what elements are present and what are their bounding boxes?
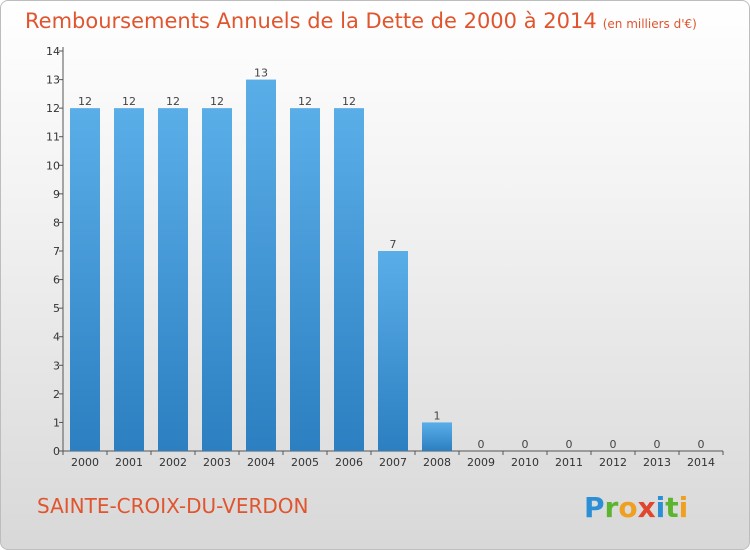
y-tick-label: 14 (46, 45, 60, 58)
y-tick-label: 13 (46, 74, 60, 87)
x-tick-label: 2009 (467, 456, 495, 469)
bar (290, 108, 320, 452)
bar (202, 108, 232, 452)
x-tick-label: 2010 (511, 456, 539, 469)
y-tick-label: 6 (53, 274, 60, 287)
x-tick-label: 2004 (247, 456, 275, 469)
proxiti-logo: Proxiti (584, 491, 688, 524)
x-tick-label: 2011 (555, 456, 583, 469)
y-tick-label: 11 (46, 131, 60, 144)
bar (158, 108, 188, 452)
data-label: 7 (390, 238, 397, 251)
x-tick-label: 2001 (115, 456, 143, 469)
data-label: 12 (298, 95, 312, 108)
bar (70, 108, 100, 452)
x-tick-label: 2002 (159, 456, 187, 469)
y-tick-label: 1 (53, 416, 60, 429)
data-label: 0 (478, 438, 485, 451)
bar (246, 79, 276, 452)
y-tick-label: 8 (53, 216, 60, 229)
y-tick-label: 4 (53, 331, 60, 344)
commune-name: SAINTE-CROIX-DU-VERDON (37, 494, 309, 518)
y-tick-label: 7 (53, 245, 60, 258)
data-label: 1 (434, 409, 441, 422)
x-tick-label: 2008 (423, 456, 451, 469)
svg-text:Proxiti: Proxiti (584, 491, 688, 524)
x-tick-label: 2014 (687, 456, 715, 469)
data-label: 12 (210, 95, 224, 108)
x-tick-label: 2012 (599, 456, 627, 469)
bar (114, 108, 144, 452)
x-tick-label: 2007 (379, 456, 407, 469)
bar (378, 251, 408, 451)
y-tick-label: 10 (46, 159, 60, 172)
x-tick-label: 2005 (291, 456, 319, 469)
x-tick-label: 2000 (71, 456, 99, 469)
x-tick-label: 2003 (203, 456, 231, 469)
chart-title: Remboursements Annuels de la Dette de 20… (25, 9, 697, 33)
bar (334, 108, 364, 452)
data-label: 0 (566, 438, 573, 451)
y-tick-label: 3 (53, 359, 60, 372)
data-label: 0 (698, 438, 705, 451)
y-tick-label: 12 (46, 102, 60, 115)
data-label: 0 (610, 438, 617, 451)
title-unit: (en milliers d'€) (602, 17, 697, 31)
data-label: 12 (342, 95, 356, 108)
data-label: 13 (254, 67, 268, 80)
y-tick-label: 5 (53, 302, 60, 315)
x-tick-label: 2013 (643, 456, 671, 469)
x-tick-label: 2006 (335, 456, 363, 469)
title-text: Remboursements Annuels de la Dette de 20… (25, 9, 597, 33)
y-tick-label: 9 (53, 188, 60, 201)
data-label: 0 (654, 438, 661, 451)
bar (422, 422, 452, 451)
data-label: 0 (522, 438, 529, 451)
y-tick-label: 2 (53, 388, 60, 401)
data-label: 12 (166, 95, 180, 108)
y-tick-label: 0 (53, 445, 60, 458)
data-label: 12 (122, 95, 136, 108)
data-label: 12 (78, 95, 92, 108)
